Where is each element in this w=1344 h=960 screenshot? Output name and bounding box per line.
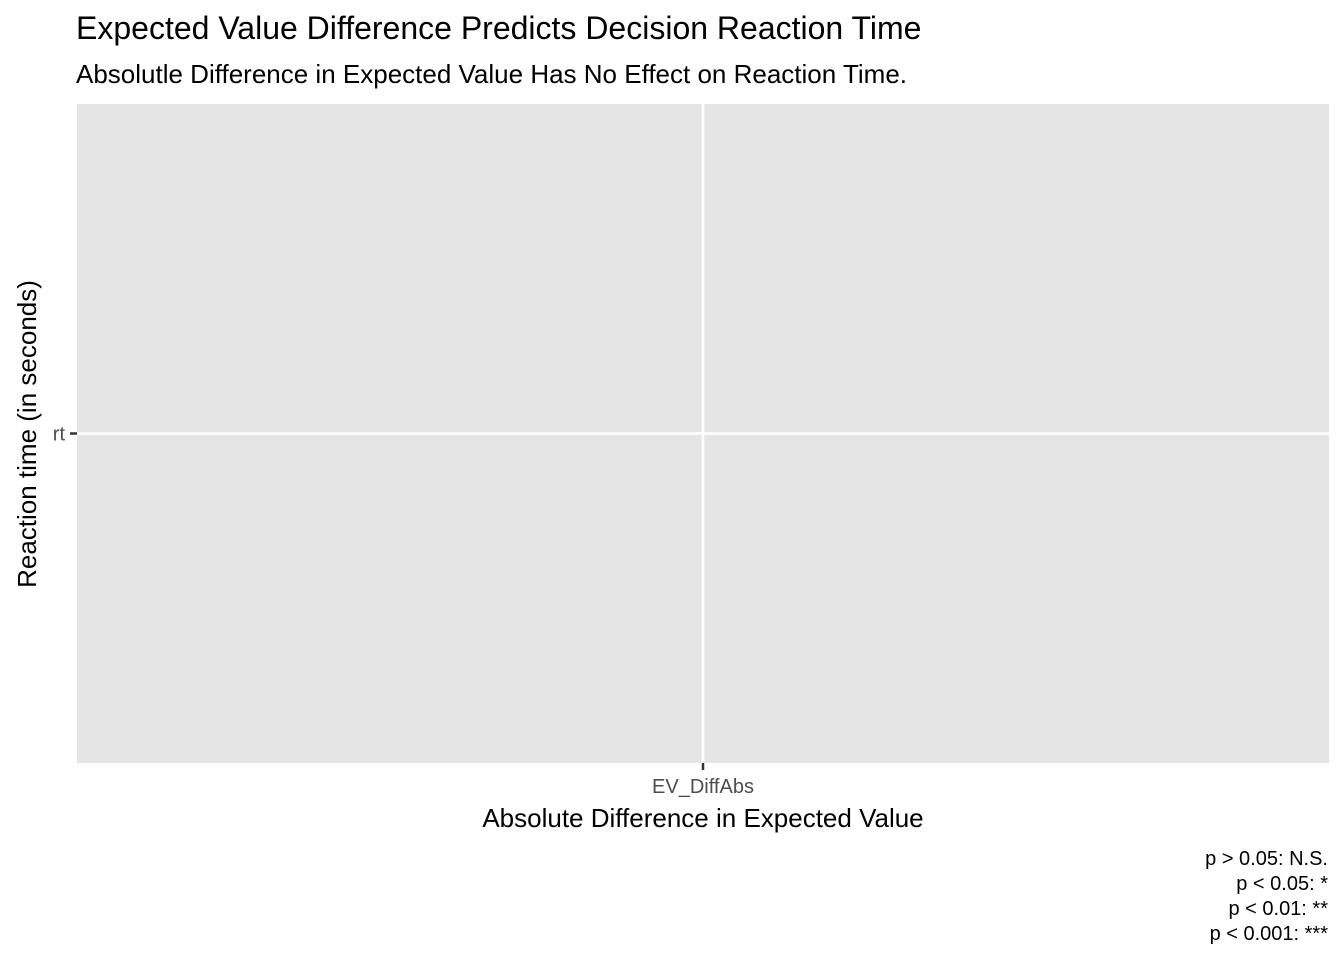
chart-subtitle: Absolutle Difference in Expected Value H… <box>76 59 907 89</box>
caption-line: p < 0.01: ** <box>1228 898 1328 920</box>
caption-line: p < 0.05: * <box>1236 873 1328 895</box>
x-tick-label: EV_DiffAbs <box>652 776 754 798</box>
chart-title: Expected Value Difference Predicts Decis… <box>76 10 921 46</box>
x-axis-title: Absolute Difference in Expected Value <box>482 803 923 833</box>
y-axis-title: Reaction time (in seconds) <box>12 280 42 588</box>
caption-line: p > 0.05: N.S. <box>1205 848 1328 870</box>
significance-caption: p > 0.05: N.S. p < 0.05: * p < 0.01: ** p <… <box>1205 848 1328 945</box>
axis-ticks: EV_DiffAbs rt <box>53 424 754 799</box>
grid-lines <box>77 104 1329 763</box>
caption-line: p < 0.001: *** <box>1210 923 1329 945</box>
y-tick-label: rt <box>53 424 66 446</box>
